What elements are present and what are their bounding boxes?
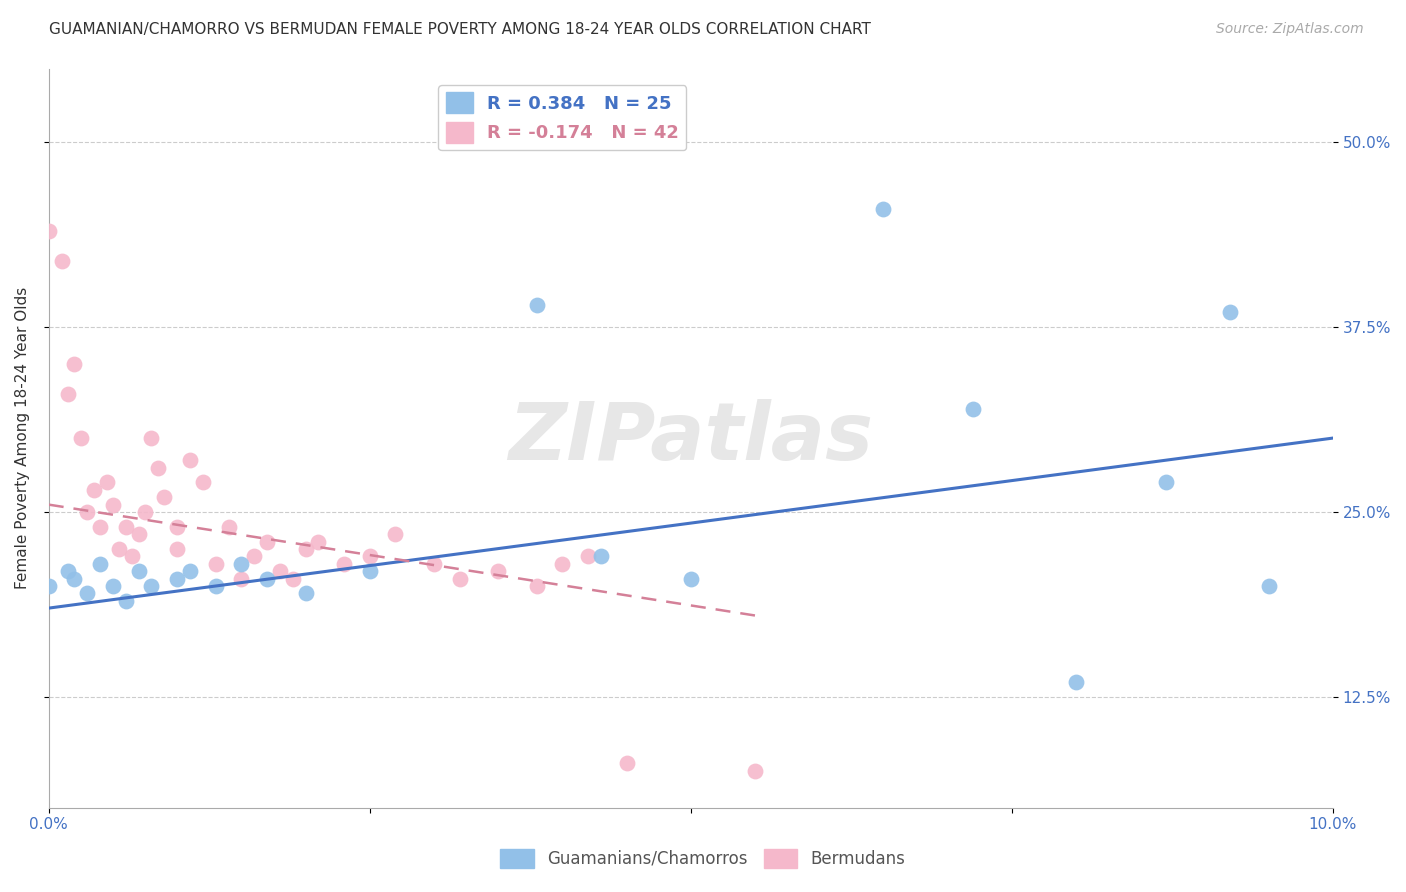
Point: [204, 579, 226, 593]
Point: [114, 520, 136, 534]
Point: [384, 527, 406, 541]
Point: [179, 453, 201, 467]
Point: [1257, 579, 1279, 593]
Point: [121, 549, 143, 564]
Point: [294, 541, 316, 556]
Point: [191, 475, 214, 490]
Point: [423, 557, 446, 571]
Point: [218, 520, 240, 534]
Point: [1219, 305, 1241, 319]
Legend: Guamanians/Chamorros, Bermudans: Guamanians/Chamorros, Bermudans: [494, 842, 912, 875]
Point: [63, 572, 86, 586]
Point: [89, 557, 111, 571]
Point: [526, 298, 548, 312]
Point: [576, 549, 599, 564]
Point: [449, 572, 471, 586]
Point: [56, 386, 79, 401]
Point: [204, 557, 226, 571]
Point: [56, 564, 79, 578]
Point: [294, 586, 316, 600]
Point: [108, 541, 131, 556]
Point: [76, 586, 98, 600]
Point: [872, 202, 894, 216]
Point: [231, 557, 253, 571]
Point: [76, 505, 98, 519]
Point: [51, 253, 73, 268]
Text: Source: ZipAtlas.com: Source: ZipAtlas.com: [1216, 22, 1364, 37]
Point: [141, 431, 163, 445]
Point: [679, 572, 702, 586]
Point: [146, 460, 169, 475]
Y-axis label: Female Poverty Among 18-24 Year Olds: Female Poverty Among 18-24 Year Olds: [15, 287, 30, 590]
Point: [243, 549, 266, 564]
Point: [101, 579, 124, 593]
Point: [166, 572, 188, 586]
Point: [359, 564, 381, 578]
Point: [333, 557, 356, 571]
Point: [1154, 475, 1177, 490]
Point: [551, 557, 574, 571]
Point: [166, 520, 188, 534]
Point: [486, 564, 509, 578]
Point: [231, 572, 253, 586]
Point: [89, 520, 111, 534]
Point: [359, 549, 381, 564]
Point: [589, 549, 612, 564]
Point: [256, 572, 278, 586]
Point: [526, 579, 548, 593]
Point: [128, 527, 150, 541]
Point: [101, 498, 124, 512]
Point: [96, 475, 118, 490]
Point: [269, 564, 291, 578]
Point: [38, 224, 60, 238]
Point: [83, 483, 105, 497]
Point: [134, 505, 156, 519]
Point: [70, 431, 93, 445]
Point: [63, 357, 86, 371]
Legend: R = 0.384   N = 25, R = -0.174   N = 42: R = 0.384 N = 25, R = -0.174 N = 42: [439, 85, 686, 150]
Point: [38, 579, 60, 593]
Text: GUAMANIAN/CHAMORRO VS BERMUDAN FEMALE POVERTY AMONG 18-24 YEAR OLDS CORRELATION : GUAMANIAN/CHAMORRO VS BERMUDAN FEMALE PO…: [49, 22, 872, 37]
Point: [128, 564, 150, 578]
Point: [307, 534, 329, 549]
Point: [153, 490, 176, 504]
Point: [256, 534, 278, 549]
Point: [281, 572, 304, 586]
Point: [179, 564, 201, 578]
Point: [1064, 675, 1087, 690]
Text: ZIPatlas: ZIPatlas: [508, 399, 873, 477]
Point: [962, 401, 984, 416]
Point: [744, 764, 766, 778]
Point: [616, 756, 638, 771]
Point: [114, 593, 136, 607]
Point: [166, 541, 188, 556]
Point: [141, 579, 163, 593]
